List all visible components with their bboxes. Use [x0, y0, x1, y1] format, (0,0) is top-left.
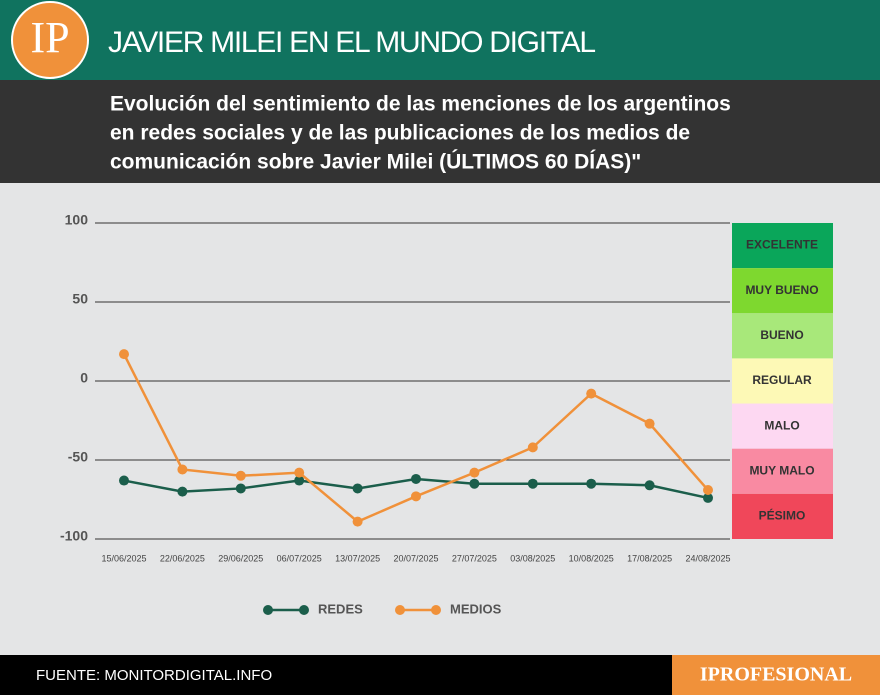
- header-bar: [0, 0, 880, 80]
- legend-marker: [263, 605, 273, 615]
- scale-band: [732, 448, 833, 494]
- x-tick-label: 24/08/2025: [685, 553, 730, 563]
- y-tick-label: 50: [72, 291, 88, 307]
- scale-label: PÉSIMO: [759, 508, 806, 523]
- point: [469, 478, 480, 489]
- point: [294, 467, 305, 478]
- y-tick-label: -50: [68, 449, 88, 465]
- logo: [11, 1, 89, 79]
- point: [586, 388, 597, 399]
- point: [119, 349, 129, 360]
- scale-band: [732, 403, 833, 449]
- point: [644, 418, 655, 429]
- legend-marker: [431, 605, 441, 615]
- point: [235, 470, 246, 481]
- point: [644, 480, 655, 491]
- point: [411, 491, 421, 502]
- x-tick-label: 29/06/2025: [218, 553, 263, 563]
- point: [177, 486, 188, 497]
- point: [352, 516, 363, 527]
- x-tick-label: 06/07/2025: [277, 553, 322, 563]
- subtitle: Evolución del sentimiento de las mencion…: [110, 93, 731, 116]
- legend-marker: [299, 605, 309, 615]
- scale-band: [732, 493, 833, 539]
- point: [235, 483, 246, 494]
- title: JAVIER MILEI EN EL MUNDO DIGITAL: [108, 26, 596, 59]
- logo-text: IP: [30, 13, 69, 62]
- brand-box: [672, 655, 880, 695]
- scale-band: [732, 223, 833, 269]
- source: FUENTE: MONITORDIGITAL.INFO: [36, 667, 272, 684]
- point: [352, 483, 363, 494]
- x-tick-label: 03/08/2025: [510, 553, 555, 563]
- scale-label: REGULAR: [752, 373, 812, 387]
- x-tick-label: 17/08/2025: [627, 553, 672, 563]
- x-tick-label: 27/07/2025: [452, 553, 497, 563]
- legend-label: MEDIOS: [450, 601, 502, 616]
- subtitle-bar: [0, 80, 880, 183]
- point: [469, 467, 480, 478]
- legend-label: REDES: [318, 601, 363, 616]
- brand: IPROFESIONAL: [700, 664, 852, 686]
- point: [411, 473, 421, 484]
- point: [586, 478, 597, 489]
- point: [527, 478, 538, 489]
- point: [703, 485, 713, 496]
- point: [294, 475, 305, 486]
- scale-label: MUY BUENO: [745, 283, 818, 297]
- subtitle: comunicación sobre Javier Milei (ÚLTIMOS…: [110, 150, 641, 174]
- scale-band: [732, 268, 833, 314]
- point: [527, 442, 538, 453]
- x-tick-label: 20/07/2025: [393, 553, 438, 563]
- point: [177, 464, 188, 475]
- x-tick-label: 10/08/2025: [569, 553, 614, 563]
- scale-label: MALO: [764, 418, 799, 432]
- scale-label: BUENO: [760, 328, 803, 342]
- x-tick-label: 15/06/2025: [101, 553, 146, 563]
- y-tick-label: 100: [65, 212, 89, 228]
- scale-band: [732, 358, 833, 404]
- scale-label: EXCELENTE: [746, 238, 818, 252]
- x-tick-label: 22/06/2025: [160, 553, 205, 563]
- scale-label: MUY MALO: [749, 463, 814, 477]
- y-tick-label: -100: [60, 528, 88, 544]
- point: [119, 475, 129, 486]
- y-tick-label: 0: [80, 370, 88, 386]
- point: [703, 492, 713, 503]
- subtitle: en redes sociales y de las publicaciones…: [110, 122, 690, 145]
- x-tick-label: 13/07/2025: [335, 553, 380, 563]
- legend-marker: [395, 605, 405, 615]
- scale-band: [732, 313, 833, 359]
